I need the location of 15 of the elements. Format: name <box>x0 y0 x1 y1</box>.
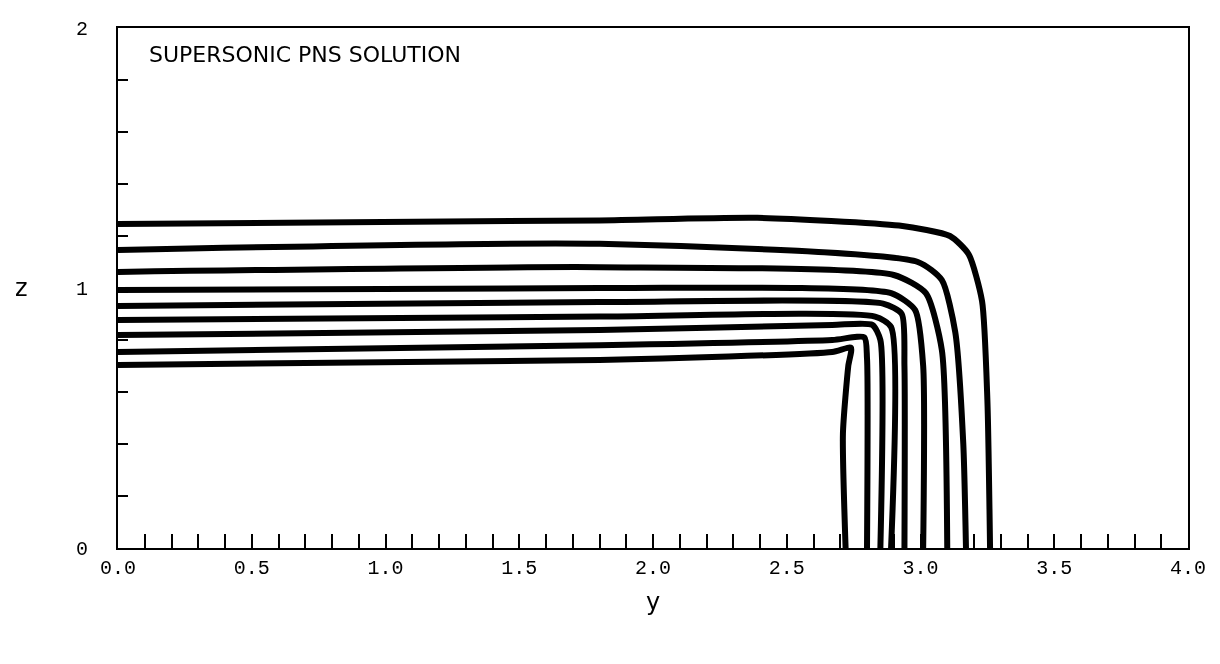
x-tick-label: 0.5 <box>233 557 270 580</box>
y-tick-label: 2 <box>75 18 88 41</box>
y-axis-title: z <box>15 274 28 302</box>
x-tick-label: 3.5 <box>1036 557 1073 580</box>
y-tick-label: 1 <box>75 278 88 301</box>
x-axis-title: y <box>645 587 661 616</box>
x-tick-label: 3.0 <box>902 557 939 580</box>
x-tick-label: 2.5 <box>768 557 805 580</box>
x-tick-label: 1.0 <box>367 557 404 580</box>
x-tick-label: 0.0 <box>99 557 137 580</box>
x-tick-label: 4.0 <box>1169 557 1207 580</box>
text: SUPERSONIC PNS SOLUTION <box>148 41 462 67</box>
x-tick-label: 1.5 <box>501 557 538 580</box>
y-tick-label: 0 <box>75 538 88 561</box>
x-tick-label: 2.0 <box>634 557 672 580</box>
